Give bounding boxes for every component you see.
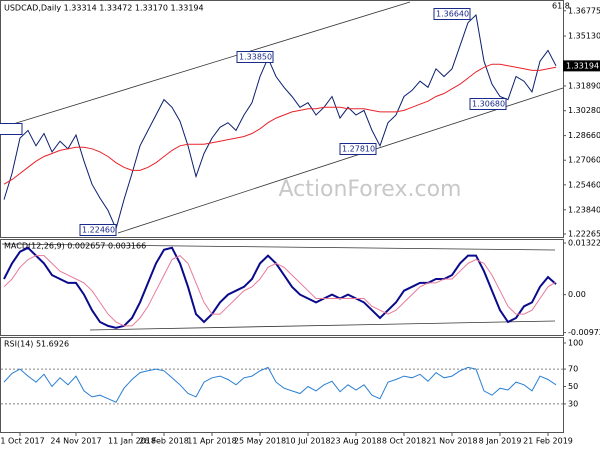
y-tick-label: -0.009721 bbox=[568, 328, 600, 337]
macd-channel-lower bbox=[89, 320, 556, 331]
y-tick-label: 0.013224 bbox=[568, 239, 600, 248]
x-tick-label: 21 Feb 2019 bbox=[523, 437, 573, 446]
x-tick-label: 26 Feb 2018 bbox=[139, 437, 189, 446]
watermark: ActionForex.com bbox=[279, 177, 462, 202]
series-line bbox=[3, 366, 557, 403]
annotation: 1.33850 bbox=[239, 53, 272, 62]
x-tick-label: 10 Jul 2018 bbox=[285, 437, 330, 446]
x-tick-label: 11 Jan 2018 bbox=[108, 437, 156, 446]
annotation: 1.30680 bbox=[472, 100, 505, 109]
y-tick-label: 70 bbox=[568, 365, 578, 374]
x-tick-label: 11 Apr 2018 bbox=[187, 437, 236, 446]
annotation-box bbox=[433, 8, 471, 20]
y-tick-label: 0.00 bbox=[568, 290, 586, 299]
annotation-box bbox=[236, 51, 274, 63]
annotation: 1.22460 bbox=[82, 226, 115, 235]
y-tick-label: 1.28660 bbox=[568, 131, 600, 140]
x-tick-label: 8 Oct 2018 bbox=[382, 437, 426, 446]
series-line bbox=[3, 13, 557, 231]
annotation: 1.36640 bbox=[436, 10, 469, 19]
price-panel bbox=[0, 0, 564, 238]
y-tick-label: 30 bbox=[568, 399, 578, 408]
series-line bbox=[3, 254, 557, 327]
annotation-box bbox=[469, 98, 507, 110]
annotation: 61.8 bbox=[552, 2, 570, 11]
channel-lower bbox=[117, 87, 564, 234]
y-tick-label: 1.35130 bbox=[568, 32, 600, 41]
y-tick-label: 1.23840 bbox=[568, 205, 600, 214]
y-tick-label: 1.36775 bbox=[568, 6, 600, 15]
series-line bbox=[3, 246, 557, 329]
annotation: 1.27810 bbox=[342, 145, 375, 154]
annotation-box bbox=[0, 123, 23, 135]
x-tick-label: 23 Aug 2018 bbox=[330, 437, 381, 446]
x-tick-label: 21 Nov 2018 bbox=[426, 437, 477, 446]
x-tick-label: 11 Oct 2017 bbox=[0, 437, 45, 446]
rsi-panel bbox=[0, 337, 564, 433]
channel-upper bbox=[0, 1, 411, 129]
series-line bbox=[3, 63, 557, 185]
last-price-box bbox=[563, 60, 600, 72]
x-tick-label: 8 Jan 2019 bbox=[479, 437, 522, 446]
y-tick-label: 1.22265 bbox=[568, 230, 600, 239]
y-tick-label: 50 bbox=[568, 382, 578, 391]
macd-title: MACD(12,26,9) 0.002657 0.003166 bbox=[4, 242, 146, 251]
y-tick-label: 1.31890 bbox=[568, 81, 600, 90]
rsi-title: RSI(14) 51.6926 bbox=[4, 340, 69, 349]
price-title: USDCAD,Daily 1.33314 1.33472 1.33170 1.3… bbox=[4, 4, 204, 13]
y-tick-label: 1.30280 bbox=[568, 106, 600, 115]
x-tick-label: 25 May 2018 bbox=[234, 437, 286, 446]
annotation-box bbox=[339, 143, 377, 155]
macd-channel-upper bbox=[1, 243, 556, 251]
annotation-box bbox=[79, 224, 117, 236]
x-tick-label: 24 Nov 2017 bbox=[50, 437, 101, 446]
y-tick-label: 1.25460 bbox=[568, 180, 600, 189]
last-price-label: 1.33194 bbox=[566, 61, 599, 70]
y-tick-label: 100 bbox=[568, 339, 583, 348]
y-tick-label: 1.27060 bbox=[568, 156, 600, 165]
macd-panel bbox=[0, 239, 564, 336]
